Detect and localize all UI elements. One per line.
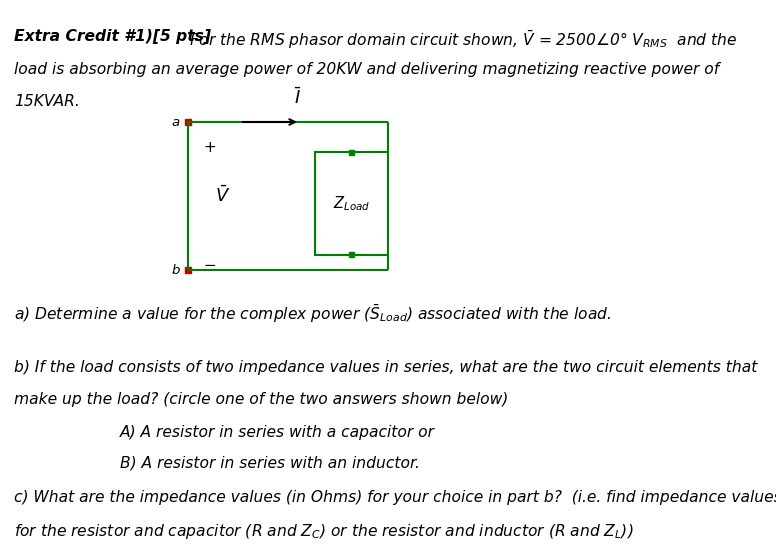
- Bar: [185, 119, 191, 125]
- Text: for the resistor and capacitor (R and $Z_C$) or the resistor and inductor (R and: for the resistor and capacitor (R and $Z…: [14, 522, 633, 541]
- Text: a: a: [171, 115, 180, 129]
- Text: B) A resistor in series with an inductor.: B) A resistor in series with an inductor…: [120, 456, 420, 471]
- Text: For the RMS phasor domain circuit shown, $\bar{V}$ = 2500$\angle$0° $V_{RMS}$  a: For the RMS phasor domain circuit shown,…: [185, 29, 737, 51]
- Text: b: b: [171, 264, 180, 276]
- Bar: [349, 149, 354, 154]
- Bar: [349, 253, 354, 258]
- Text: $Z_{Load}$: $Z_{Load}$: [333, 194, 370, 213]
- Text: $\bar{I}$: $\bar{I}$: [294, 87, 302, 108]
- Text: make up the load? (circle one of the two answers shown below): make up the load? (circle one of the two…: [14, 392, 508, 407]
- Text: $\bar{V}$: $\bar{V}$: [215, 186, 230, 206]
- Text: b) If the load consists of two impedance values in series, what are the two circ: b) If the load consists of two impedance…: [14, 360, 757, 375]
- Text: Extra Credit #1)[5 pts]: Extra Credit #1)[5 pts]: [14, 29, 211, 44]
- Text: A) A resistor in series with a capacitor or: A) A resistor in series with a capacitor…: [120, 425, 435, 440]
- Text: c) What are the impedance values (in Ohms) for your choice in part b?  (i.e. fin: c) What are the impedance values (in Ohm…: [14, 490, 776, 505]
- Text: +: +: [203, 140, 216, 155]
- Text: −: −: [203, 258, 216, 273]
- Bar: [185, 267, 191, 273]
- Text: 15KVAR.: 15KVAR.: [14, 94, 80, 109]
- Text: a) Determine a value for the complex power ($\bar{S}_{Load}$) associated with th: a) Determine a value for the complex pow…: [14, 303, 611, 325]
- Text: load is absorbing an average power of 20KW and delivering magnetizing reactive p: load is absorbing an average power of 20…: [14, 62, 719, 77]
